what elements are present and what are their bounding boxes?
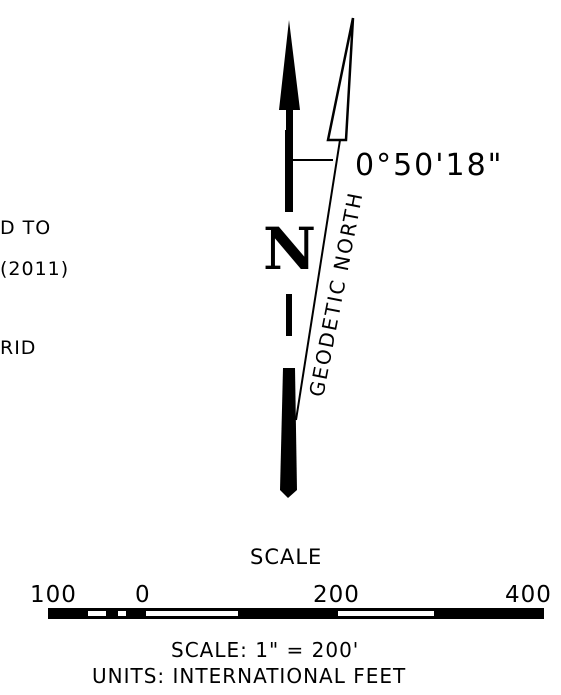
- grid-north-label: N: [263, 215, 317, 283]
- geodetic-north-arrow: [295, 17, 355, 421]
- convergence-angle-label: 0°50'18": [355, 148, 504, 183]
- scale-bar-segment: [146, 611, 238, 616]
- scale-ratio-text: SCALE: 1" = 200': [171, 638, 360, 662]
- grid-north-arrow: [279, 20, 300, 498]
- scale-title: SCALE: [250, 545, 323, 569]
- scale-bar-segment: [118, 611, 126, 616]
- scale-tick-label-200: 200: [313, 582, 360, 608]
- scale-bar-frame: [48, 608, 544, 619]
- scale-tick-label-100: 100: [30, 582, 77, 608]
- scale-tick-label-0: 0: [135, 582, 151, 608]
- scale-bar-segment: [88, 611, 106, 616]
- units-text: UNITS: INTERNATIONAL FEET: [92, 664, 407, 688]
- scale-tick-label-400: 400: [505, 582, 552, 608]
- note-fragment-2: (2011): [0, 258, 70, 280]
- scale-bar-segment: [338, 611, 434, 616]
- note-fragment-1: D TO: [0, 217, 52, 239]
- note-fragment-3: RID: [0, 337, 37, 359]
